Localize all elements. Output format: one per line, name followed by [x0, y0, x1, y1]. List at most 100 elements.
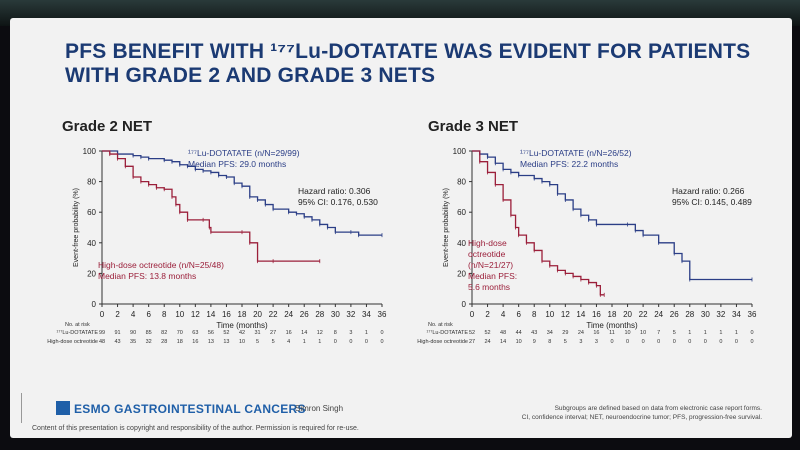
chart0-at-risk-value: 90: [130, 330, 137, 336]
chart0-at-risk-value: 35: [130, 339, 137, 345]
chart1-at-risk-value: 0: [750, 339, 754, 345]
chart0-at-risk-value: 5: [271, 339, 275, 345]
chart1-at-risk-value: 3: [579, 339, 583, 345]
chart1-at-risk-value: 0: [719, 339, 723, 345]
chart0-at-risk-value: 52: [223, 330, 230, 336]
chart1-at-risk-value: 0: [688, 339, 692, 345]
chart1-x-tick-label: 32: [716, 310, 725, 319]
chart0-at-risk-value: 16: [192, 339, 199, 345]
grade2-lu-label: ¹⁷⁷Lu-DOTATATE (n/N=29/99) Median PFS: 2…: [188, 148, 300, 170]
grade2-lu-median: Median PFS: 29.0 months: [188, 159, 287, 169]
chart1-at-risk-value: 10: [624, 330, 631, 336]
chart0-x-tick-label: 4: [131, 310, 136, 319]
chart1-at-risk-value: 52: [468, 330, 476, 336]
chart0-at-risk-value: 99: [98, 330, 106, 336]
chart0-at-risk-value: 0: [380, 339, 384, 345]
chart1-at-risk-value: 48: [500, 330, 507, 336]
grade2-oct-median: Median PFS: 13.8 months: [98, 271, 197, 281]
grade2-lu-name: ¹⁷⁷Lu-DOTATATE (n/N=29/99): [188, 148, 300, 158]
chart0-x-tick-label: 22: [269, 310, 278, 319]
chart1-x-tick-label: 34: [732, 310, 741, 319]
grade3-lu-median: Median PFS: 22.2 months: [520, 159, 619, 169]
grade3-hr: Hazard ratio: 0.266 95% CI: 0.145, 0.489: [672, 186, 752, 208]
chart1-x-tick-label: 28: [685, 310, 694, 319]
chart0-at-risk-label: ¹⁷⁷Lu-DOTATATE: [56, 330, 98, 336]
chart1-at-risk-value: 0: [657, 339, 661, 345]
chart1-y-tick-label: 0: [462, 300, 467, 309]
chart0-x-tick-label: 36: [378, 310, 387, 319]
chart0-at-risk-value: 82: [161, 330, 168, 336]
chart0-x-tick-label: 20: [253, 310, 262, 319]
footnote-line-2: CI, confidence interval; NET, neuroendoc…: [521, 414, 762, 421]
chart1-x-tick-label: 36: [748, 310, 757, 319]
chart1-y-tick-label: 40: [457, 239, 466, 248]
slide-title: PFS BENEFIT WITH ¹⁷⁷Lu-DOTATATE WAS EVID…: [65, 40, 765, 88]
chart0-at-risk-value: 56: [207, 330, 214, 336]
chart1-at-risk-value: 16: [593, 330, 600, 336]
chart1-at-risk-value: 10: [515, 339, 522, 345]
chart0-at-risk-value: 12: [316, 330, 323, 336]
grade2-ci-value: 95% CI: 0.176, 0.530: [298, 197, 378, 207]
chart1-x-tick-label: 18: [608, 310, 617, 319]
chart1-at-risk-value: 43: [531, 330, 538, 336]
chart1-at-risk-value: 7: [657, 330, 661, 336]
chart1-at-risk-value: 1: [703, 330, 707, 336]
chart0-x-tick-label: 12: [191, 310, 200, 319]
chart0-at-risk-value: 0: [349, 339, 353, 345]
footer-divider: [21, 393, 22, 423]
chart1-x-tick-label: 16: [592, 310, 601, 319]
chart0-at-risk-value: 1: [302, 339, 306, 345]
chart1-y-tick-label: 20: [457, 269, 466, 278]
chart1-at-risk-value: 8: [548, 339, 552, 345]
chart1-at-risk-value: 11: [609, 330, 615, 336]
chart1-at-risk-value: 0: [626, 339, 630, 345]
grade3-hr-value: Hazard ratio: 0.266: [672, 186, 745, 196]
chart1-x-tick-label: 4: [501, 310, 506, 319]
chart1-y-tick-label: 100: [453, 147, 467, 156]
chart0-x-tick-label: 30: [331, 310, 340, 319]
chart1-at-risk-value: 1: [734, 330, 738, 336]
chart0-at-risk-value: 32: [145, 339, 152, 345]
grade2-hr: Hazard ratio: 0.306 95% CI: 0.176, 0.530: [298, 186, 378, 208]
chart0-y-tick-label: 0: [92, 300, 97, 309]
chart0-y-tick-label: 60: [87, 208, 96, 217]
author-name: Simron Singh: [295, 404, 344, 413]
grade3-lu-name: ¹⁷⁷Lu-DOTATATE (n/N=26/52): [520, 148, 632, 158]
chart1-x-tick-label: 30: [701, 310, 710, 319]
grade3-oct-median: Median PFS: 5.6 months: [468, 271, 518, 292]
chart0-at-risk-value: 91: [114, 330, 121, 336]
chart1-at-risk-value: 10: [640, 330, 647, 336]
chart1-x-tick-label: 8: [532, 310, 537, 319]
chart1-x-tick-label: 26: [670, 310, 679, 319]
grade2-at-risk-table: ¹⁷⁷Lu-DOTATATE 99 91 90 85 82 70 63 56 52 42 31 27 16…: [10, 330, 410, 350]
chart1-at-risk-value: 0: [734, 339, 738, 345]
slide-title-line-2: WITH GRADE 2 AND GRADE 3 NETS: [65, 64, 436, 87]
chart1-x-tick-label: 6: [516, 310, 521, 319]
chart1-at-risk-value: 9: [532, 339, 536, 345]
presentation-slide: PFS BENEFIT WITH ¹⁷⁷Lu-DOTATATE WAS EVID…: [10, 18, 792, 438]
chart0-x-tick-label: 26: [300, 310, 309, 319]
chart0-x-tick-label: 0: [100, 310, 105, 319]
chart0-at-risk-value: 1: [318, 339, 322, 345]
chart0-at-risk-value: 10: [238, 339, 246, 345]
chart0-at-risk-value: 28: [161, 339, 168, 345]
grade2-oct-name: High-dose octreotide (n/N=25/48): [98, 260, 224, 270]
chart0-at-risk-value: 48: [98, 339, 106, 345]
chart1-at-risk-label: ¹⁷⁷Lu-DOTATATE: [426, 330, 468, 336]
chart1-at-risk-value: 3: [594, 339, 598, 345]
chart1-y-tick-label: 60: [457, 208, 466, 217]
chart0-x-axis-label: Time (months): [216, 321, 268, 330]
chart0-at-risk-value: 16: [285, 330, 292, 336]
chart1-x-tick-label: 20: [623, 310, 632, 319]
footnote: Subgroups are defined based on data from…: [432, 404, 762, 422]
chart1-x-tick-label: 12: [561, 310, 570, 319]
chart0-at-risk-value: 5: [256, 339, 260, 345]
chart1-at-risk-value: 34: [546, 330, 553, 336]
chart0-at-risk-value: 31: [254, 330, 261, 336]
chart0-at-risk-value: 0: [333, 339, 337, 345]
chart0-at-risk-value: 70: [176, 330, 183, 336]
chart1-at-risk-value: 14: [500, 339, 507, 345]
chart1-at-risk-value: 0: [703, 339, 707, 345]
grade3-oct-name: High-dose octreotide (n/N=21/27): [468, 238, 514, 270]
chart0-y-tick-label: 80: [87, 178, 96, 187]
